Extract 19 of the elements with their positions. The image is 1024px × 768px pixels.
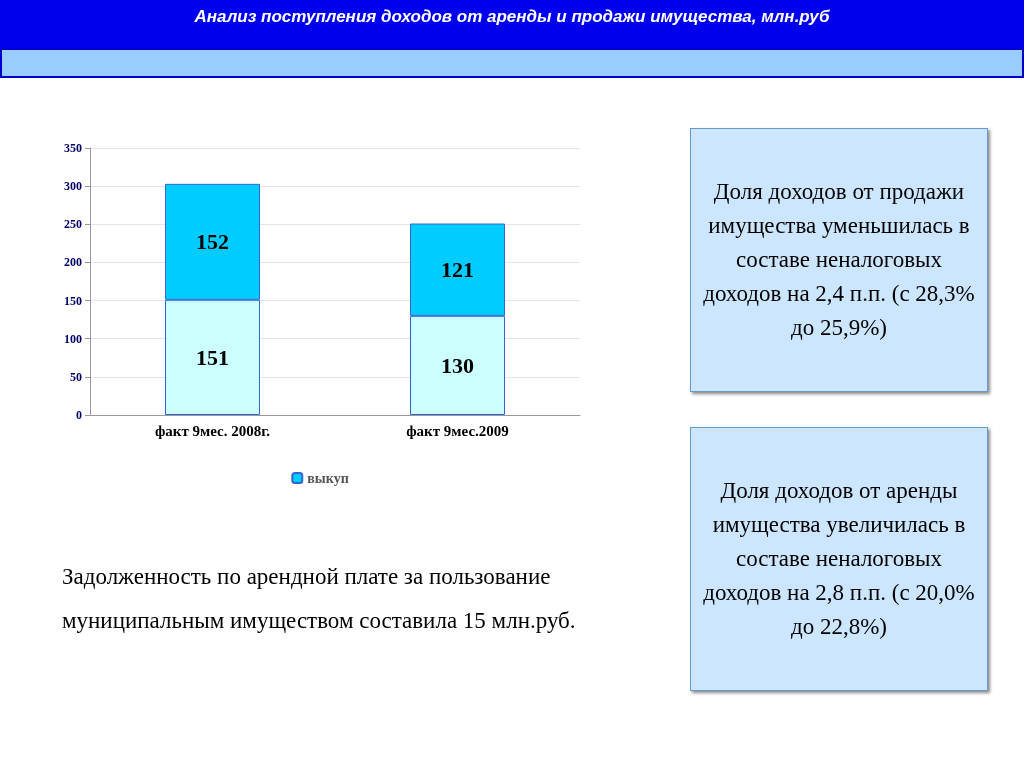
- data-label: 152: [196, 229, 229, 255]
- x-tick-label: факт 9мес.2009: [406, 422, 509, 439]
- y-tick-label: 250: [64, 217, 82, 232]
- y-tick-label: 100: [64, 331, 82, 346]
- y-tick-label: 300: [64, 179, 82, 194]
- legend-label: выкуп: [307, 470, 349, 486]
- data-label: 121: [441, 257, 474, 283]
- x-tick-label: факт 9мес. 2008г.: [154, 422, 271, 439]
- y-tick-label: 0: [76, 408, 82, 422]
- text: Доля доходов от продажи имущества уменьшилась в составе неналоговых доходов на 2,4 п.п. (с 28,3% до 25,9%): [690, 128, 988, 392]
- chart-title: Анализ поступления доходов от аренды и продажи имущества, млн.руб: [0, 0, 1024, 48]
- data-label: 130: [441, 352, 474, 378]
- y-tick-label: 350: [64, 141, 82, 155]
- y-tick-label: 200: [64, 255, 82, 270]
- y-tick-label: 150: [64, 293, 82, 308]
- y-tick-label: 50: [70, 369, 82, 384]
- data-label: 151: [196, 344, 229, 370]
- text: Доля доходов от аренды имущества увеличилась в составе неналоговых доходов на 2,8 п.п. (с 20,0% до 22,8%): [690, 427, 988, 691]
- text: Задолженность по арендной плате за пользование муниципальным имуществом составила 15 млн.руб.: [62, 563, 577, 635]
